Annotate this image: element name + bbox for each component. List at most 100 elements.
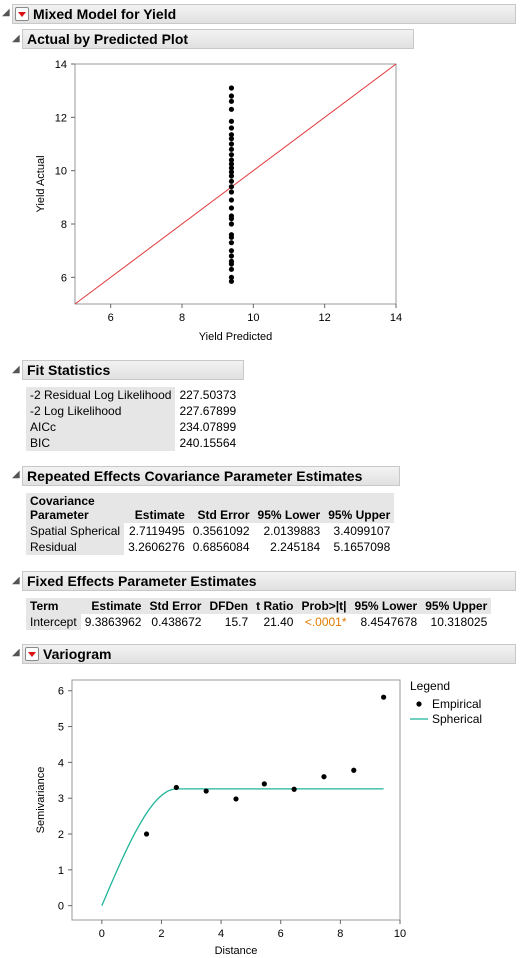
stat-label: BIC bbox=[26, 435, 176, 451]
cell-value: 5.1657098 bbox=[333, 540, 391, 554]
disclosure-triangle-icon[interactable]: ◢ bbox=[12, 469, 20, 480]
empirical-point bbox=[321, 774, 327, 780]
report-header: Mixed Model for Yield bbox=[12, 4, 516, 24]
section-title: Fixed Effects Parameter Estimates bbox=[27, 573, 257, 589]
cell-value: 2.7119495 bbox=[128, 524, 185, 538]
data-point bbox=[228, 173, 235, 179]
column-header[interactable]: Estimate bbox=[80, 598, 146, 614]
table-row: -2 Log Likelihood 227.67899 bbox=[26, 403, 240, 419]
data-point bbox=[228, 278, 235, 284]
legend-spherical-label: Spherical bbox=[432, 712, 482, 726]
cell-value: 15.7 bbox=[224, 615, 249, 629]
disclosure-triangle-icon[interactable]: ◢ bbox=[12, 33, 20, 44]
y-axis-label: Semivariance bbox=[35, 767, 47, 834]
y-tick-label: 0 bbox=[58, 901, 64, 913]
section-title: Actual by Predicted Plot bbox=[27, 31, 189, 47]
data-point bbox=[228, 141, 235, 147]
disclosure-triangle-icon[interactable]: ◢ bbox=[2, 7, 10, 18]
section-title: Fit Statistics bbox=[27, 362, 111, 378]
stat-value: 240.15564 bbox=[179, 436, 237, 450]
column-header[interactable]: 95% Upper bbox=[421, 598, 492, 614]
table-row: AICc 234.07899 bbox=[26, 419, 240, 435]
p-value: <.0001* bbox=[304, 615, 347, 629]
cell-value: 2.245184 bbox=[270, 540, 321, 554]
data-point bbox=[228, 146, 235, 152]
x-tick-label: 6 bbox=[278, 928, 284, 940]
cell-value: 8.4547678 bbox=[360, 615, 418, 629]
data-point bbox=[228, 248, 235, 254]
x-axis-label: Yield Predicted bbox=[199, 331, 273, 343]
x-tick-label: 8 bbox=[179, 312, 185, 324]
data-point bbox=[228, 232, 235, 238]
stat-value: 234.07899 bbox=[179, 420, 237, 434]
column-header[interactable]: DFDen bbox=[205, 598, 253, 614]
column-header[interactable]: Term bbox=[26, 598, 81, 614]
column-header[interactable]: Covariance Parameter bbox=[26, 493, 125, 523]
data-point bbox=[228, 258, 235, 264]
empirical-point bbox=[351, 767, 357, 773]
data-point bbox=[228, 205, 235, 211]
column-header[interactable]: t Ratio bbox=[252, 598, 298, 614]
row-label: Intercept bbox=[26, 614, 81, 630]
column-header[interactable]: Std Error bbox=[188, 493, 254, 523]
data-point bbox=[228, 125, 235, 131]
y-tick-label: 5 bbox=[58, 722, 64, 734]
section-header-fixed-effects: Fixed Effects Parameter Estimates bbox=[22, 571, 516, 591]
empirical-point bbox=[143, 831, 150, 837]
data-point bbox=[228, 169, 235, 175]
disclosure-triangle-icon[interactable]: ◢ bbox=[12, 647, 20, 658]
row-label: Residual bbox=[26, 539, 125, 555]
table-row: Residual 3.2606276 0.6856084 2.245184 5.1657… bbox=[26, 539, 394, 555]
data-point bbox=[228, 85, 235, 91]
column-header-line: Covariance bbox=[30, 494, 95, 508]
data-point bbox=[228, 106, 235, 112]
disclosure-triangle-icon[interactable]: ◢ bbox=[12, 575, 20, 586]
section-title: Repeated Effects Covariance Parameter Es… bbox=[27, 468, 363, 484]
disclosure-triangle-icon[interactable]: ◢ bbox=[12, 364, 20, 375]
data-point bbox=[228, 118, 235, 124]
y-tick-label: 2 bbox=[58, 829, 64, 841]
reference-line bbox=[74, 63, 397, 305]
section-header-covariance: Repeated Effects Covariance Parameter Es… bbox=[22, 466, 400, 486]
column-header[interactable]: 95% Lower bbox=[253, 493, 325, 523]
column-header[interactable]: 95% Lower bbox=[350, 598, 422, 614]
red-triangle-menu-icon[interactable] bbox=[25, 647, 39, 661]
variogram-chart: 0 2 4 6 8 10 0 1 2 3 4 5 6 Distance Semivariance Legend… bbox=[35, 679, 482, 957]
x-tick-label: 0 bbox=[99, 928, 105, 940]
stat-value: 227.67899 bbox=[179, 404, 237, 418]
cell-value: 3.2606276 bbox=[128, 540, 185, 554]
empirical-point bbox=[233, 796, 239, 802]
cell-value: 21.40 bbox=[263, 615, 294, 629]
data-point bbox=[228, 266, 235, 272]
y-tick-label: 8 bbox=[61, 219, 67, 231]
data-point bbox=[228, 152, 235, 158]
empirical-point bbox=[291, 786, 297, 792]
legend-title: Legend bbox=[410, 679, 450, 693]
stat-label: AICc bbox=[26, 419, 176, 435]
empirical-point bbox=[261, 781, 267, 787]
data-point bbox=[228, 136, 235, 142]
y-axis-label: Yield Actual bbox=[35, 155, 47, 212]
column-header[interactable]: Estimate bbox=[124, 493, 189, 523]
cell-value: 3.4099107 bbox=[333, 524, 391, 538]
column-header[interactable]: 95% Upper bbox=[324, 493, 395, 523]
x-tick-label: 10 bbox=[247, 312, 259, 324]
x-tick-label: 8 bbox=[337, 928, 343, 940]
row-label: Spatial Spherical bbox=[26, 523, 125, 539]
data-point bbox=[228, 221, 235, 227]
column-header[interactable]: Std Error bbox=[145, 598, 206, 614]
legend-empirical-marker bbox=[416, 701, 422, 707]
data-point bbox=[228, 253, 235, 259]
column-header[interactable]: Prob>|t| bbox=[297, 598, 351, 614]
data-point bbox=[228, 178, 235, 184]
stat-label: -2 Residual Log Likelihood bbox=[26, 387, 176, 403]
data-point bbox=[228, 189, 235, 195]
cell-value: 10.318025 bbox=[430, 615, 488, 629]
cell-value: 0.3561092 bbox=[192, 524, 250, 538]
empirical-point bbox=[381, 694, 387, 700]
data-point bbox=[228, 165, 235, 171]
stat-label: -2 Log Likelihood bbox=[26, 403, 176, 419]
y-tick-label: 3 bbox=[58, 793, 64, 805]
red-triangle-menu-icon[interactable] bbox=[15, 7, 29, 21]
